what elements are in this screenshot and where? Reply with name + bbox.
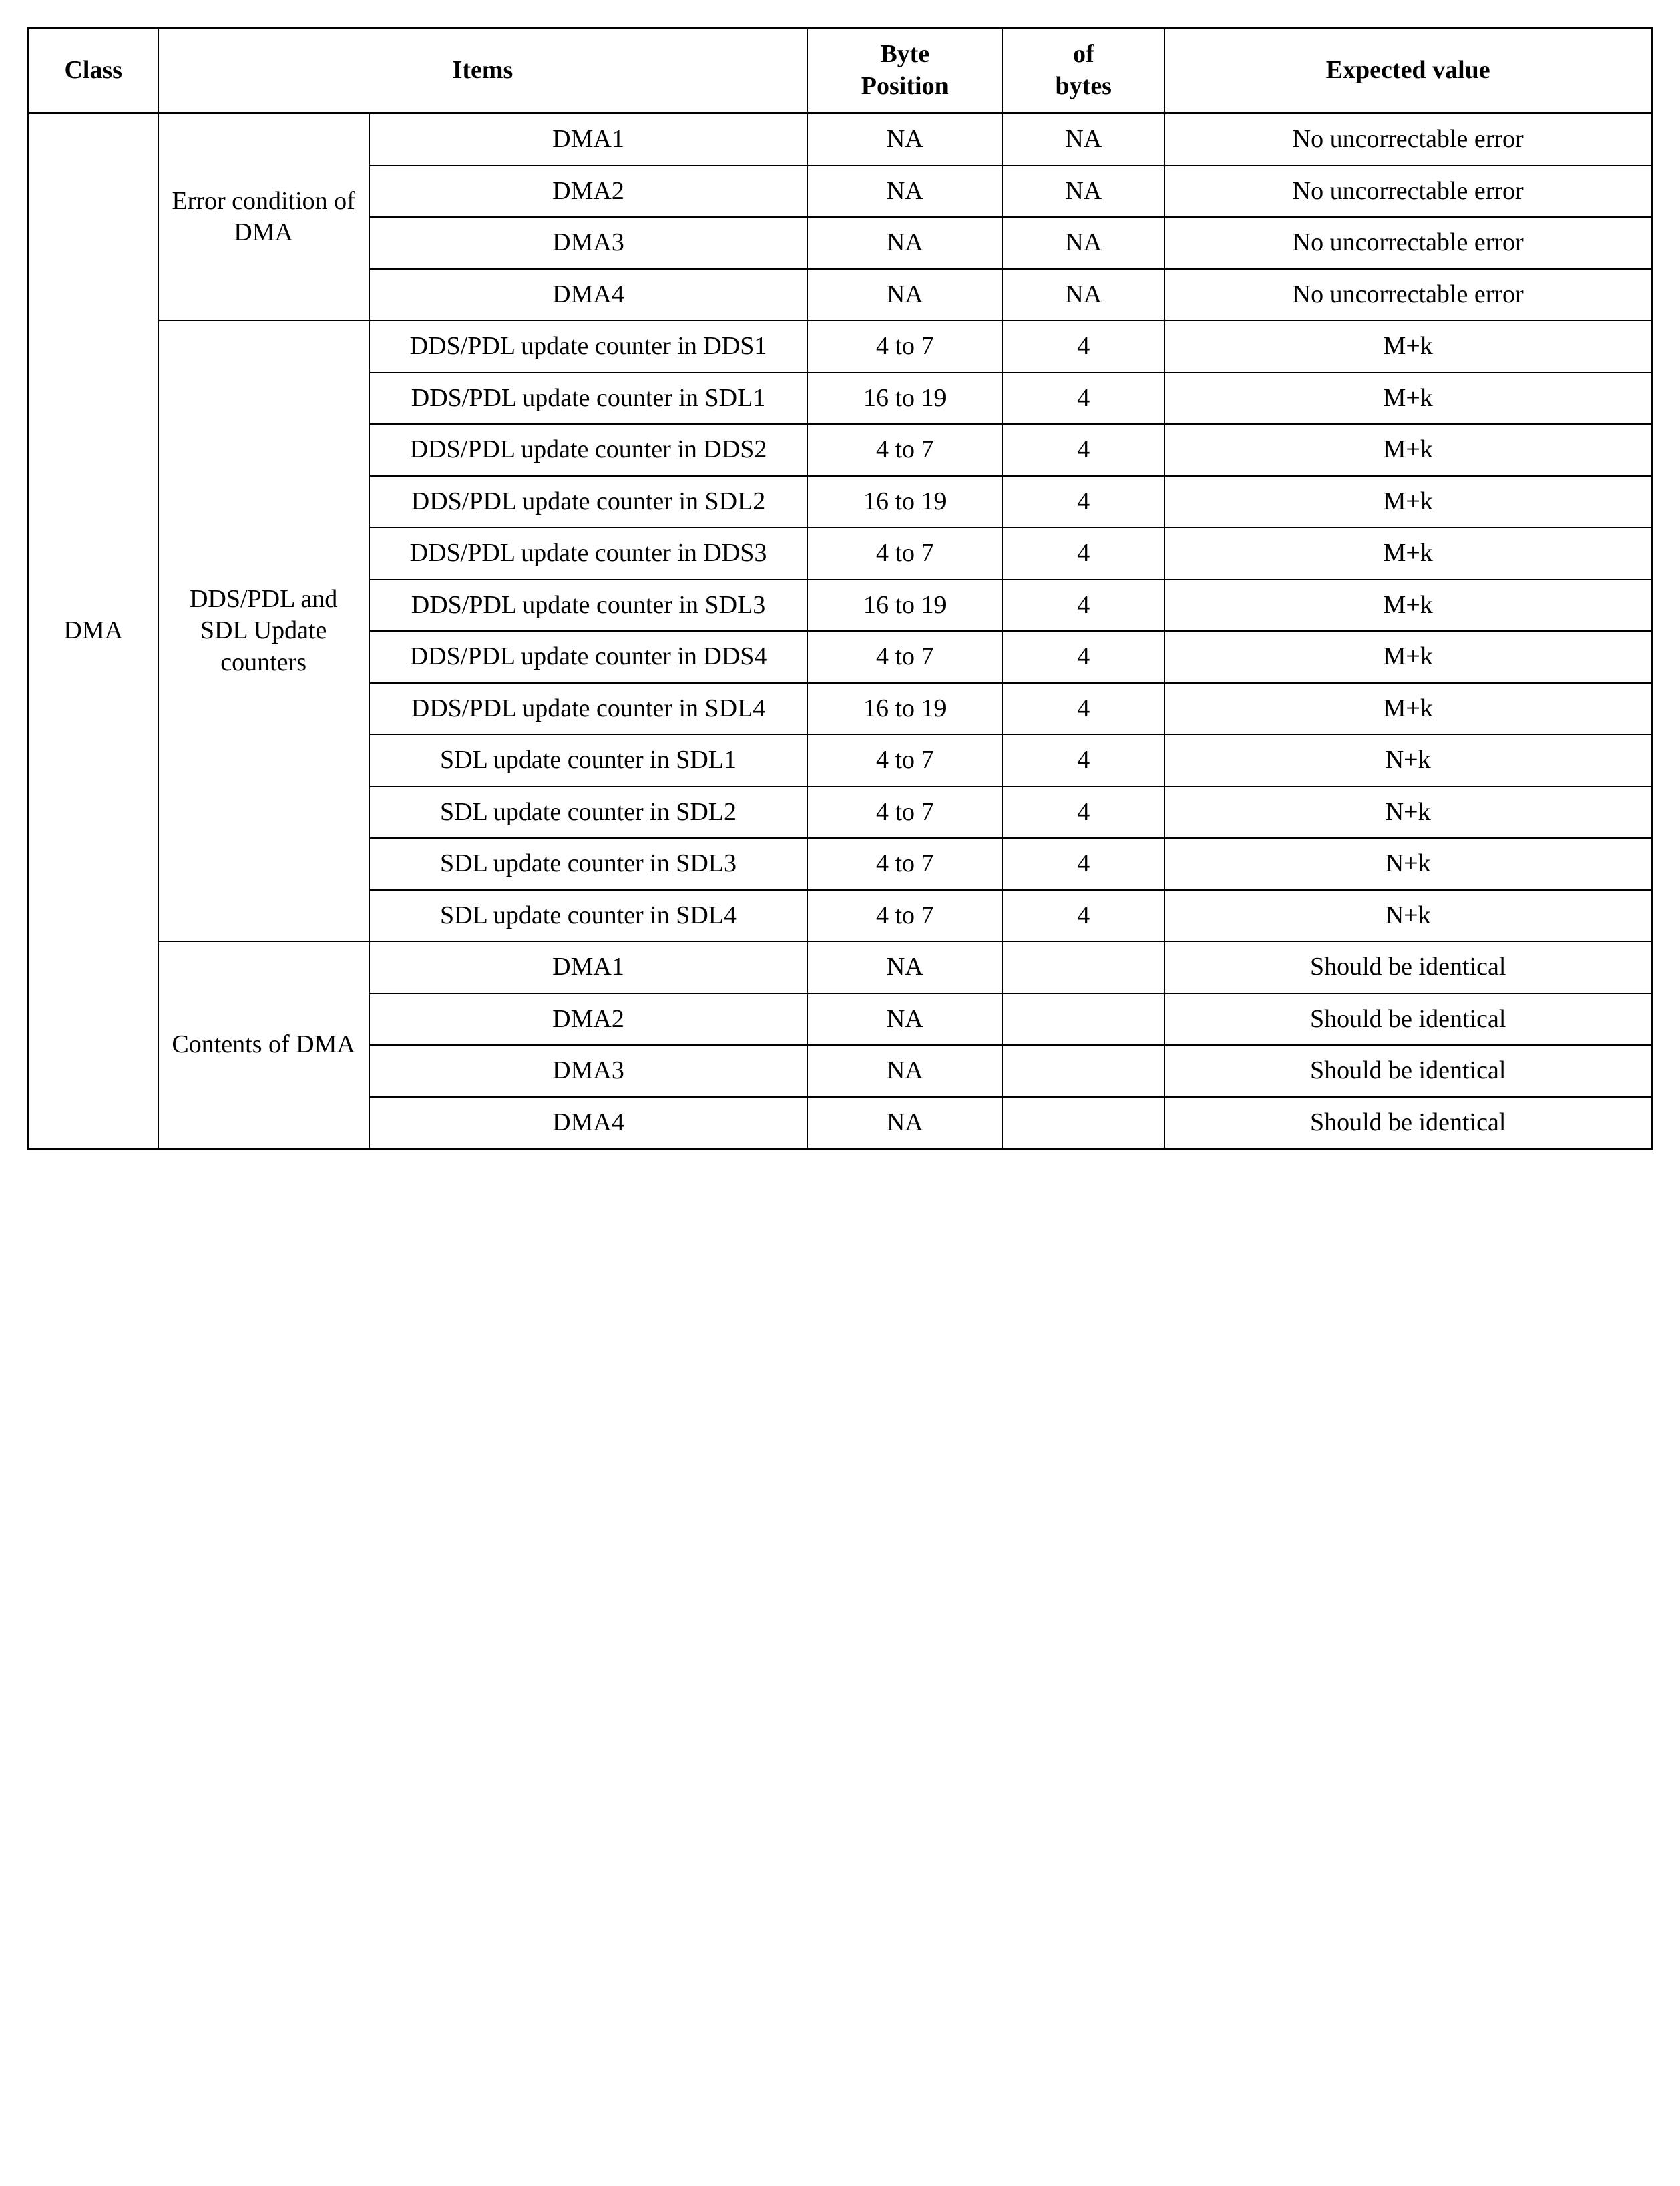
expected-cell: No uncorrectable error [1165,113,1652,166]
of-bytes-cell: 4 [1002,476,1165,528]
expected-cell: Should be identical [1165,1045,1652,1097]
of-bytes-cell: 4 [1002,631,1165,683]
table-row: Contents of DMADMA1NAShould be identical [28,941,1652,994]
of-bytes-cell [1002,1045,1165,1097]
expected-cell: M+k [1165,476,1652,528]
header-byte-position: BytePosition [807,28,1002,113]
item-cell: DMA4 [369,269,808,321]
byte-position-cell: 16 to 19 [807,476,1002,528]
item-cell: DDS/PDL update counter in DDS3 [369,527,808,580]
byte-position-cell: 4 to 7 [807,734,1002,787]
byte-position-cell: NA [807,269,1002,321]
item-cell: DMA3 [369,1045,808,1097]
item-cell: SDL update counter in SDL2 [369,787,808,839]
group-label-cell: Error condition of DMA [158,113,369,320]
byte-position-cell: 16 to 19 [807,373,1002,425]
spec-table: Class Items BytePosition ofbytes Expecte… [27,27,1653,1150]
expected-cell: Should be identical [1165,994,1652,1046]
byte-position-cell: NA [807,1097,1002,1150]
item-cell: DDS/PDL update counter in SDL2 [369,476,808,528]
header-class: Class [28,28,158,113]
group-label-cell: DDS/PDL and SDL Update counters [158,320,369,941]
byte-position-cell: 4 to 7 [807,320,1002,373]
expected-cell: M+k [1165,580,1652,632]
expected-cell: N+k [1165,838,1652,890]
table-row: DMAError condition of DMADMA1NANANo unco… [28,113,1652,166]
expected-cell: No uncorrectable error [1165,166,1652,218]
expected-cell: No uncorrectable error [1165,217,1652,269]
table-body: DMAError condition of DMADMA1NANANo unco… [28,113,1652,1149]
item-cell: DDS/PDL update counter in DDS4 [369,631,808,683]
item-cell: DDS/PDL update counter in SDL1 [369,373,808,425]
of-bytes-cell: NA [1002,269,1165,321]
of-bytes-cell [1002,1097,1165,1150]
expected-cell: M+k [1165,424,1652,476]
byte-position-cell: 16 to 19 [807,683,1002,735]
byte-position-cell: NA [807,1045,1002,1097]
item-cell: SDL update counter in SDL4 [369,890,808,942]
of-bytes-cell: NA [1002,166,1165,218]
of-bytes-cell [1002,994,1165,1046]
byte-position-cell: 16 to 19 [807,580,1002,632]
byte-position-cell: 4 to 7 [807,890,1002,942]
expected-cell: M+k [1165,373,1652,425]
table-row: DDS/PDL and SDL Update countersDDS/PDL u… [28,320,1652,373]
expected-cell: Should be identical [1165,941,1652,994]
item-cell: SDL update counter in SDL1 [369,734,808,787]
item-cell: DDS/PDL update counter in DDS2 [369,424,808,476]
header-row: Class Items BytePosition ofbytes Expecte… [28,28,1652,113]
item-cell: DDS/PDL update counter in DDS1 [369,320,808,373]
of-bytes-cell: 4 [1002,373,1165,425]
expected-cell: N+k [1165,734,1652,787]
of-bytes-cell: 4 [1002,734,1165,787]
of-bytes-cell: 4 [1002,683,1165,735]
expected-cell: Should be identical [1165,1097,1652,1150]
group-label-cell: Contents of DMA [158,941,369,1149]
item-cell: DMA3 [369,217,808,269]
of-bytes-cell: 4 [1002,787,1165,839]
of-bytes-cell: 4 [1002,580,1165,632]
item-cell: DMA4 [369,1097,808,1150]
header-of-bytes: ofbytes [1002,28,1165,113]
header-items: Items [158,28,808,113]
byte-position-cell: 4 to 7 [807,631,1002,683]
expected-cell: M+k [1165,527,1652,580]
byte-position-cell: NA [807,994,1002,1046]
byte-position-cell: NA [807,113,1002,166]
byte-position-cell: 4 to 7 [807,527,1002,580]
expected-cell: M+k [1165,683,1652,735]
byte-position-cell: 4 to 7 [807,787,1002,839]
of-bytes-cell: 4 [1002,320,1165,373]
item-cell: DMA1 [369,941,808,994]
byte-position-cell: NA [807,941,1002,994]
expected-cell: No uncorrectable error [1165,269,1652,321]
expected-cell: N+k [1165,890,1652,942]
class-cell: DMA [28,113,158,1149]
of-bytes-cell: NA [1002,217,1165,269]
byte-position-cell: NA [807,217,1002,269]
item-cell: SDL update counter in SDL3 [369,838,808,890]
expected-cell: M+k [1165,631,1652,683]
item-cell: DMA2 [369,994,808,1046]
item-cell: DDS/PDL update counter in SDL3 [369,580,808,632]
byte-position-cell: 4 to 7 [807,424,1002,476]
item-cell: DMA1 [369,113,808,166]
byte-position-cell: 4 to 7 [807,838,1002,890]
header-expected: Expected value [1165,28,1652,113]
of-bytes-cell: 4 [1002,838,1165,890]
item-cell: DDS/PDL update counter in SDL4 [369,683,808,735]
expected-cell: N+k [1165,787,1652,839]
byte-position-cell: NA [807,166,1002,218]
expected-cell: M+k [1165,320,1652,373]
of-bytes-cell: 4 [1002,527,1165,580]
of-bytes-cell: NA [1002,113,1165,166]
of-bytes-cell: 4 [1002,424,1165,476]
item-cell: DMA2 [369,166,808,218]
of-bytes-cell [1002,941,1165,994]
of-bytes-cell: 4 [1002,890,1165,942]
